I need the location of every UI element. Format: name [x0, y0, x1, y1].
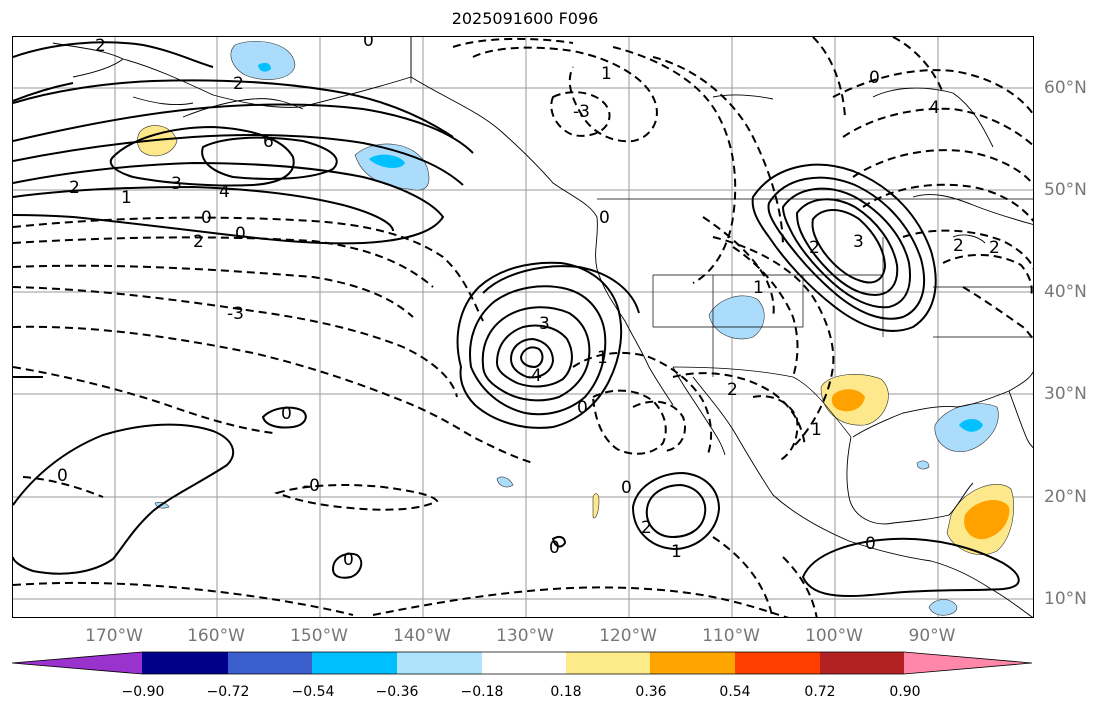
contour-label: 4: [219, 182, 230, 202]
contour-label: 0: [869, 68, 880, 88]
colorbar-tick-label: −0.18: [460, 684, 504, 700]
colorbar-tick-label: 0.90: [889, 684, 921, 700]
colorbar-segment: [397, 652, 482, 674]
contour-label: -3: [573, 102, 590, 122]
lon-label: 160°W: [187, 626, 245, 646]
colorbar-segment: [482, 652, 566, 674]
contour-label: 2: [641, 518, 652, 538]
lat-label: 60°N: [1044, 78, 1087, 98]
lon-label: 100°W: [805, 626, 863, 646]
lon-label: 150°W: [290, 626, 348, 646]
contour-label: 2: [989, 238, 1000, 258]
contour-label: 0: [363, 37, 374, 51]
contour-label: 0: [577, 398, 588, 418]
contour-label: 2: [95, 37, 106, 56]
lon-label: 120°W: [599, 626, 657, 646]
contour-label: 0: [865, 534, 876, 554]
colorbar-outline: [11, 651, 1033, 675]
lon-label: 130°W: [496, 626, 554, 646]
map-panel: 2 0 2 6 3 4 2 1 0 2 0 -3 -3 1 0 3 3 2 4 …: [12, 36, 1034, 618]
lat-label: 30°N: [1044, 384, 1087, 404]
contour-label: 1: [811, 420, 822, 440]
lon-label: 140°W: [393, 626, 451, 646]
colorbar-segment: [650, 652, 735, 674]
contour-label: 0: [599, 208, 610, 228]
contour-label: 2: [809, 238, 820, 258]
colorbar-tick-label: 0.54: [719, 684, 751, 700]
shaded-fields: [137, 40, 1014, 616]
contour-label: 2: [193, 232, 204, 252]
colorbar-tick-label: 0.72: [804, 684, 836, 700]
contour-label: 1: [121, 188, 132, 208]
map-canvas: 2 0 2 6 3 4 2 1 0 2 0 -3 -3 1 0 3 3 2 4 …: [13, 37, 1033, 617]
contour-label: 0: [57, 466, 68, 486]
contour-label-group: 2 0 2 6 3 4 2 1 0 2 0 -3 -3 1 0 3 3 2 4 …: [57, 37, 1000, 570]
colorbar-tick-label: −0.36: [375, 684, 419, 700]
contour-label: 3: [171, 174, 182, 194]
contour-label: 1: [597, 348, 608, 368]
colorbar-segment: [12, 652, 142, 674]
colorbar-tick-label: −0.90: [121, 684, 165, 700]
political-borders: [410, 37, 1033, 438]
contour-label: 0: [235, 224, 246, 244]
colorbar-tick-label: 0.36: [635, 684, 667, 700]
contour-label: -0: [303, 476, 320, 496]
contour-label: 0: [281, 404, 292, 424]
lat-label: 10°N: [1044, 589, 1087, 609]
contour-label: 2: [727, 380, 738, 400]
contour-label: 3: [853, 232, 864, 252]
contour-label: 2: [233, 74, 244, 94]
colorbar-segment: [142, 652, 228, 674]
lat-label: 20°N: [1044, 487, 1087, 507]
lon-label: 90°W: [908, 626, 956, 646]
lat-label: 40°N: [1044, 282, 1087, 302]
colorbar-segment: [735, 652, 820, 674]
contour-label: 0: [343, 550, 354, 570]
contour-label: 1: [601, 64, 612, 84]
contour-label: 0: [549, 538, 560, 558]
colorbar: [11, 651, 1033, 675]
lon-label: 170°W: [85, 626, 143, 646]
colorbar-tick-label: −0.72: [206, 684, 250, 700]
lat-label: 50°N: [1044, 180, 1087, 200]
contour-label: 6: [263, 132, 274, 152]
contour-label: 4: [531, 366, 542, 386]
contour-label: 3: [539, 314, 550, 334]
contour-label: -3: [227, 304, 244, 324]
contour-label: 2: [953, 236, 964, 256]
colorbar-segment: [312, 652, 397, 674]
contour-label: 0: [621, 478, 632, 498]
contour-label: 4: [929, 98, 940, 118]
negative-contours: [13, 37, 1033, 617]
colorbar-tick-label: 0.18: [550, 684, 582, 700]
contour-label: 0: [201, 208, 212, 228]
positive-contours: [13, 41, 1020, 598]
colorbar-segment: [904, 652, 1032, 674]
contour-label: 1: [671, 542, 682, 562]
contour-label: 2: [69, 178, 80, 198]
colorbar-segment: [566, 652, 650, 674]
colorbar-segment: [228, 652, 312, 674]
contour-label: 1: [753, 278, 764, 298]
colorbar-segment: [820, 652, 904, 674]
lon-label: 110°W: [702, 626, 760, 646]
colorbar-tick-label: −0.54: [291, 684, 335, 700]
map-title: 2025091600 F096: [451, 9, 599, 28]
